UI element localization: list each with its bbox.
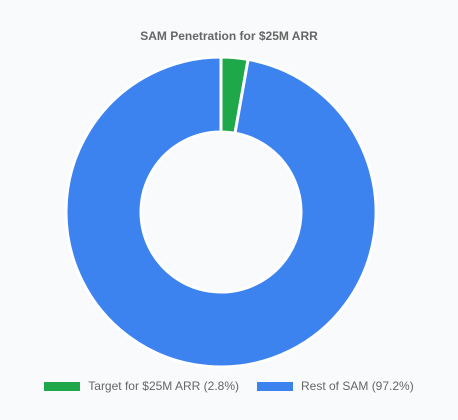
legend-swatch-target bbox=[44, 381, 81, 391]
slice-rest-of-sam[interactable] bbox=[64, 55, 378, 369]
legend-item-target[interactable]: Target for $25M ARR (2.8%) bbox=[44, 379, 239, 393]
legend-item-rest[interactable]: Rest of SAM (97.2%) bbox=[257, 379, 414, 393]
chart-title: SAM Penetration for $25M ARR bbox=[140, 29, 318, 43]
legend-label-target: Target for $25M ARR (2.8%) bbox=[88, 379, 239, 393]
legend-swatch-rest bbox=[257, 381, 293, 391]
legend-label-rest: Rest of SAM (97.2%) bbox=[301, 379, 414, 393]
legend: Target for $25M ARR (2.8%) Rest of SAM (… bbox=[0, 378, 458, 394]
